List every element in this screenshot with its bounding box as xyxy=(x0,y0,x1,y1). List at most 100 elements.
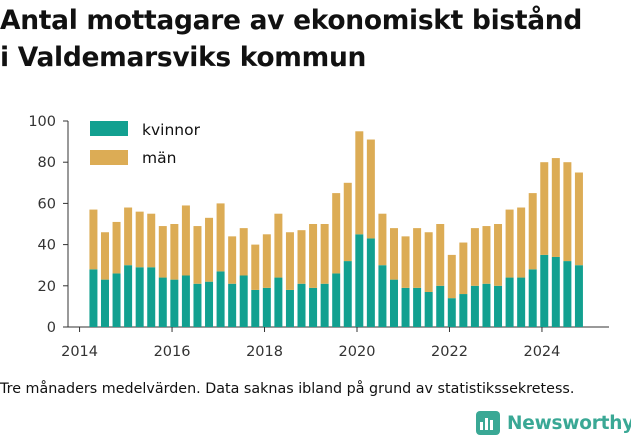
y-tick-label: 20 xyxy=(38,279,56,295)
bar-kvinnor xyxy=(574,265,583,327)
legend-label-man: män xyxy=(142,149,176,167)
legend-swatch-man xyxy=(90,150,128,165)
bar-kvinnor xyxy=(100,279,109,327)
bar-man xyxy=(528,193,537,270)
bar-kvinnor xyxy=(124,265,133,327)
brand-name: Newsworthy xyxy=(507,412,631,434)
bar-man xyxy=(447,254,456,299)
bar-man xyxy=(332,193,341,274)
bar-kvinnor xyxy=(274,277,283,327)
bar-man xyxy=(517,207,526,278)
bar-kvinnor xyxy=(389,279,398,327)
bar-man xyxy=(297,230,306,284)
bar-man xyxy=(563,162,572,262)
bar-man xyxy=(540,162,549,255)
bar-kvinnor xyxy=(563,261,572,327)
bar-man xyxy=(205,217,214,282)
bar-man xyxy=(424,232,433,292)
bar-kvinnor xyxy=(320,283,329,327)
legend: kvinnor män xyxy=(90,121,201,167)
bar-man xyxy=(262,234,271,288)
bar-man xyxy=(378,213,387,266)
x-tick-label: 2014 xyxy=(61,344,98,360)
x-axis: 2014 2016 2018 2020 2022 2024 xyxy=(61,326,609,360)
bar-man xyxy=(239,228,248,276)
bar-man xyxy=(401,236,410,288)
bar-man xyxy=(274,213,283,278)
bar-kvinnor xyxy=(436,285,445,327)
bar-man xyxy=(389,228,398,280)
x-tick-label: 2022 xyxy=(431,344,468,360)
bar-kvinnor xyxy=(251,289,260,327)
bar-man xyxy=(413,228,422,288)
bar-man xyxy=(228,236,237,284)
chart-title-line-1: Antal mottagare av ekonomiskt bistånd xyxy=(0,5,583,36)
bar-kvinnor xyxy=(205,281,214,327)
bar-kvinnor xyxy=(170,279,179,327)
bar-kvinnor xyxy=(309,287,318,327)
bar-kvinnor xyxy=(158,277,167,327)
bar-man xyxy=(112,221,121,274)
y-tick-label: 0 xyxy=(47,320,56,336)
bar-man xyxy=(470,228,479,286)
bar-man xyxy=(494,224,503,286)
bar-man xyxy=(574,172,583,266)
bar-kvinnor xyxy=(517,277,526,327)
y-axis: 0 20 40 60 80 100 xyxy=(28,114,69,336)
legend-swatch-kvinnor xyxy=(90,121,128,136)
bar-man xyxy=(124,207,133,266)
bar-kvinnor xyxy=(540,254,549,327)
bar-kvinnor xyxy=(413,287,422,327)
bar-kvinnor xyxy=(424,291,433,327)
bar-man xyxy=(343,182,352,262)
chart-title: Antal mottagare av ekonomiskt bistånd i … xyxy=(0,2,631,76)
bar-kvinnor xyxy=(262,287,271,327)
bar-kvinnor xyxy=(528,269,537,327)
footnote: Tre månaders medelvärden. Data saknas ib… xyxy=(0,381,575,397)
bar-kvinnor xyxy=(378,265,387,327)
bar-kvinnor xyxy=(366,238,375,327)
bar-kvinnor xyxy=(216,271,225,327)
bar-kvinnor xyxy=(239,275,248,327)
bar-man xyxy=(251,244,260,290)
bar-man xyxy=(482,226,491,284)
legend-label-kvinnor: kvinnor xyxy=(142,121,201,139)
bar-kvinnor xyxy=(181,275,190,327)
newsworthy-logo-icon xyxy=(476,411,500,435)
bar-kvinnor xyxy=(494,285,503,327)
bar-man xyxy=(309,224,318,288)
bar-man xyxy=(459,242,468,295)
bar-kvinnor xyxy=(89,269,98,327)
bar-man xyxy=(158,226,167,278)
bar-man xyxy=(551,158,560,257)
bar-kvinnor xyxy=(147,267,156,327)
bar-kvinnor xyxy=(193,283,202,327)
bar-man xyxy=(505,209,514,278)
x-tick-label: 2018 xyxy=(246,344,283,360)
bar-kvinnor xyxy=(355,234,364,327)
x-tick-label: 2020 xyxy=(339,344,376,360)
bar-kvinnor xyxy=(459,294,468,327)
bar-man xyxy=(355,131,364,235)
chart-title-line-2: i Valdemarsviks kommun xyxy=(0,42,367,73)
bar-kvinnor xyxy=(482,283,491,327)
brand: Newsworthy xyxy=(476,408,631,438)
bar-series xyxy=(89,131,583,327)
bar-man xyxy=(285,232,294,290)
bar-man xyxy=(193,226,202,284)
x-tick-label: 2024 xyxy=(523,344,560,360)
bar-kvinnor xyxy=(343,261,352,327)
y-tick-label: 80 xyxy=(38,155,56,171)
y-tick-label: 100 xyxy=(28,114,56,130)
stacked-bar-chart: 0 20 40 60 80 100 2014 2016 2018 2020 2022 2024 kv… xyxy=(28,114,609,360)
bar-kvinnor xyxy=(285,289,294,327)
bar-man xyxy=(170,224,179,280)
bar-man xyxy=(216,203,225,272)
bar-man xyxy=(147,213,156,268)
bar-man xyxy=(436,224,445,286)
bar-kvinnor xyxy=(551,256,560,327)
bar-kvinnor xyxy=(297,283,306,327)
bar-man xyxy=(181,205,190,276)
bar-kvinnor xyxy=(135,267,144,327)
bar-man xyxy=(89,209,98,270)
